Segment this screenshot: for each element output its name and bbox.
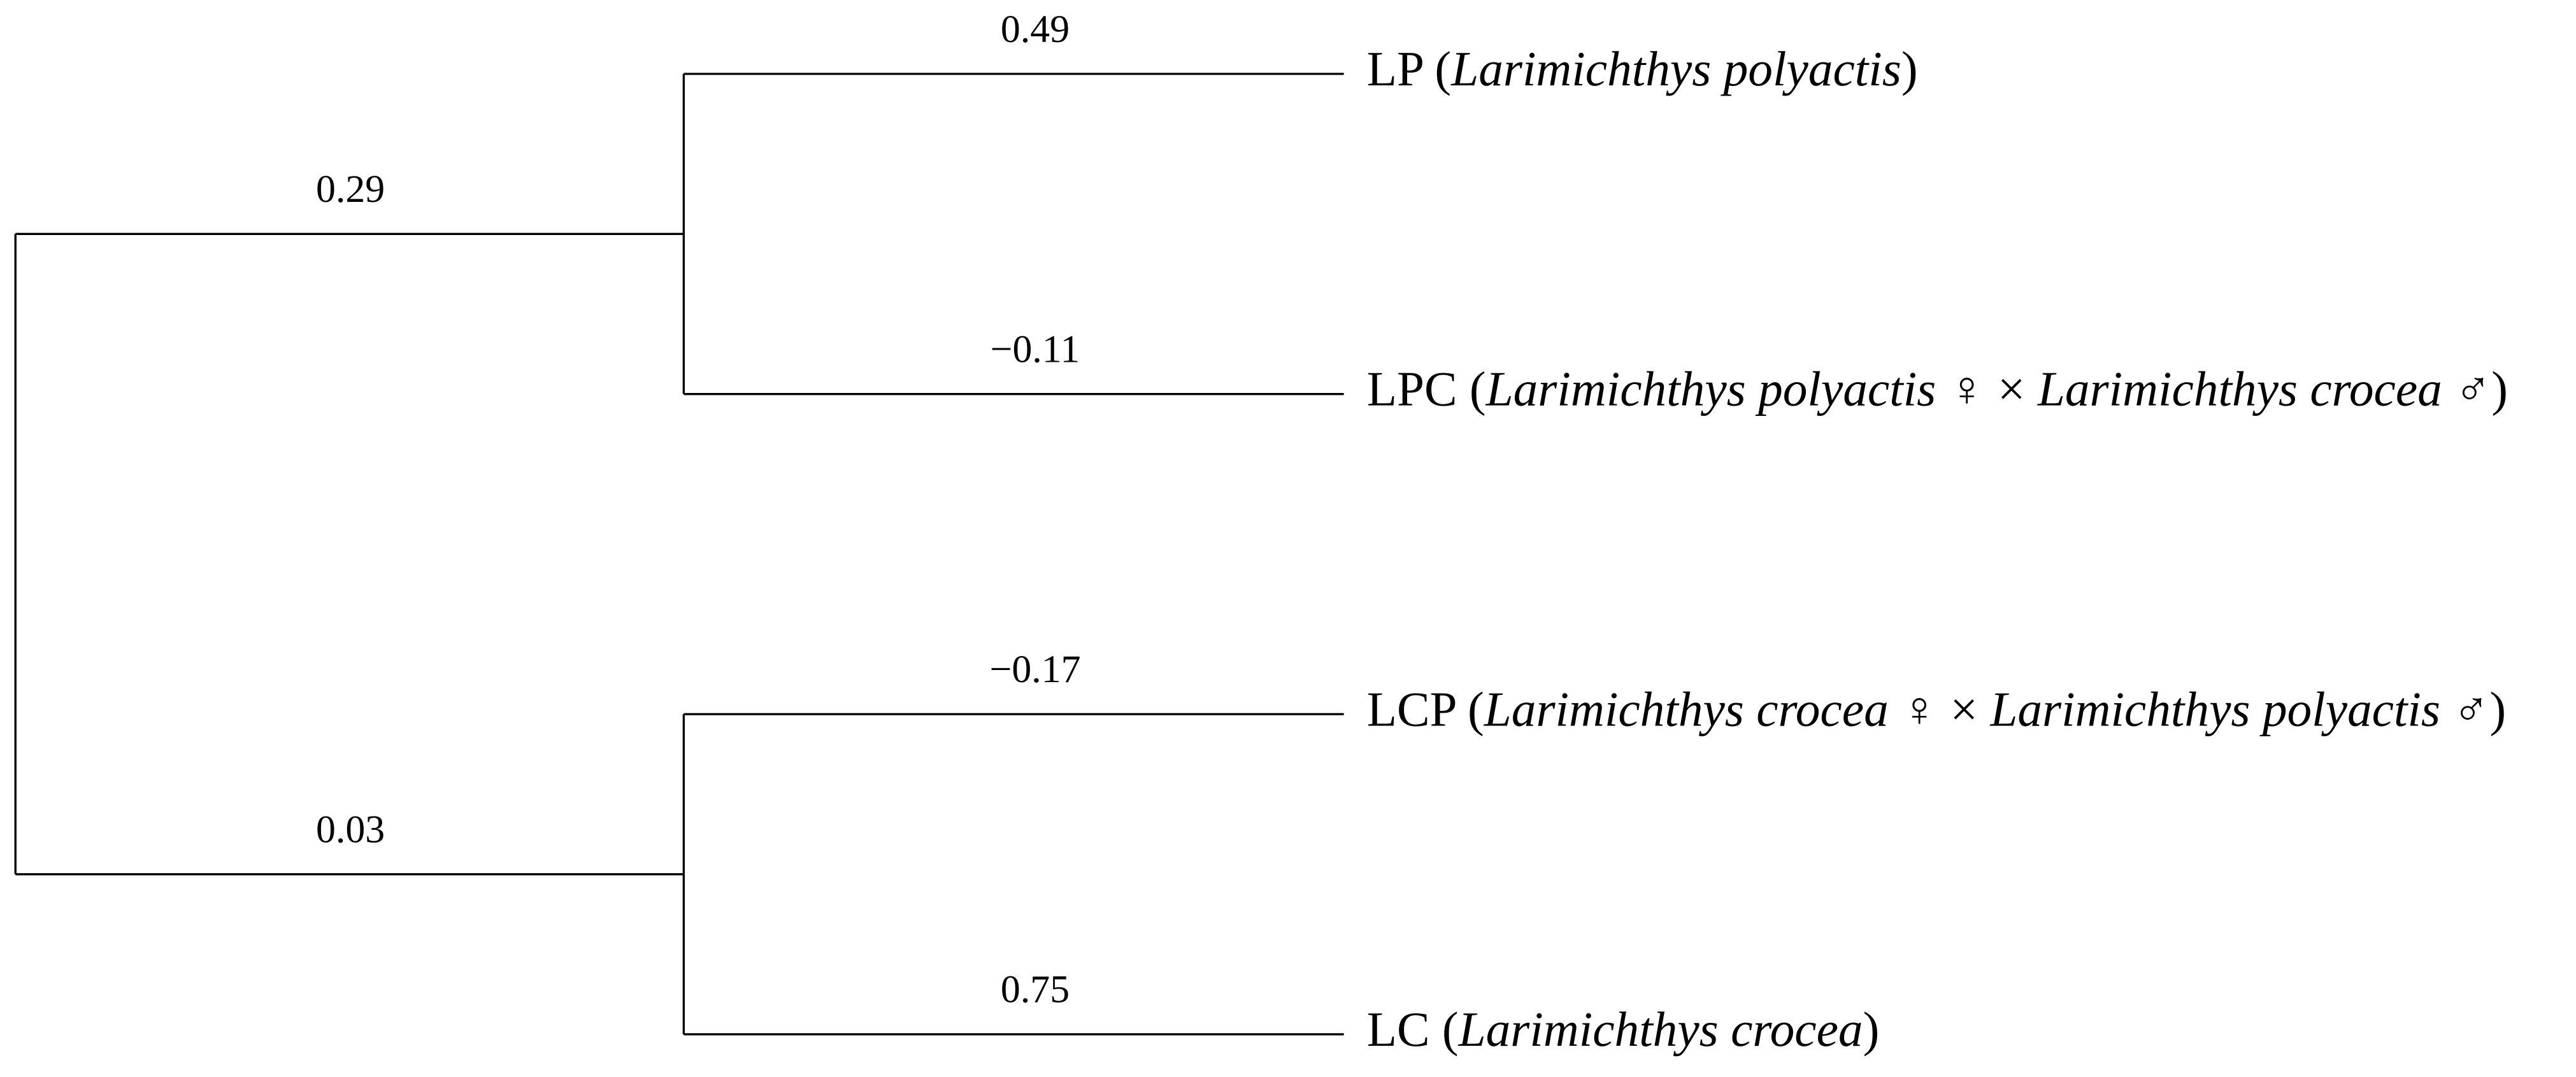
label-part: ) [1863, 1002, 1880, 1057]
label-part: Larimichthys polyactis [1989, 681, 2440, 736]
label-part: Larimichthys crocea [1484, 681, 1889, 736]
leaf-label: LPC (Larimichthys polyactis ♀ × Larimich… [1367, 361, 2508, 416]
label-part: Larimichthys polyactis [1485, 361, 1936, 416]
label-part: ♂) [2442, 361, 2508, 416]
label-part: LPC ( [1367, 361, 1486, 416]
label-part: ♂) [2440, 681, 2506, 736]
leaf-label: LCP (Larimichthys crocea ♀ × Larimichthy… [1367, 681, 2506, 736]
branch-label: 0.03 [316, 808, 385, 851]
label-part: ) [1901, 41, 1918, 96]
branch-label: −0.17 [989, 648, 1080, 691]
label-part: Larimichthys crocea [1458, 1002, 1863, 1057]
branch-label: 0.49 [1001, 8, 1070, 51]
leaf-label: LP (Larimichthys polyactis) [1367, 41, 1918, 96]
label-part: Larimichthys crocea [2037, 361, 2442, 416]
branch-label: 0.75 [1001, 968, 1070, 1011]
branch-label: 0.29 [316, 168, 385, 211]
label-part: ♀ × [1936, 361, 2038, 416]
label-part: ♀ × [1889, 681, 1991, 736]
label-part: Larimichthys polyactis [1450, 41, 1901, 96]
branch-label: −0.11 [991, 327, 1080, 371]
leaf-label: LC (Larimichthys crocea) [1367, 1002, 1880, 1057]
label-part: LC ( [1367, 1002, 1459, 1057]
label-part: LP ( [1367, 41, 1451, 96]
label-part: LCP ( [1367, 681, 1484, 736]
